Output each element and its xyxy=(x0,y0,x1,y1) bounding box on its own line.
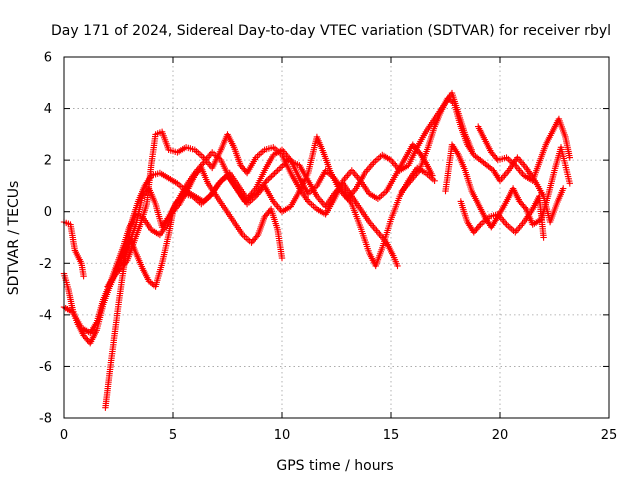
data-series-track-5 xyxy=(104,128,436,290)
data-series-track-10 xyxy=(475,115,573,184)
x-tick-label: 25 xyxy=(601,428,618,443)
data-markers xyxy=(104,128,436,290)
grid-lines xyxy=(64,57,609,418)
x-tick-label: 15 xyxy=(383,428,400,443)
data-points xyxy=(60,89,573,411)
x-tick-label: 20 xyxy=(492,428,509,443)
x-tick-label: 5 xyxy=(169,428,177,443)
axis-ticks: 0 5 10 15 20 25 -8 -6 -4 -2 0 2 4 6 xyxy=(39,51,617,444)
plot-frame xyxy=(63,56,610,419)
y-tick-label: -4 xyxy=(39,308,52,323)
y-tick-label: -8 xyxy=(39,412,52,427)
y-tick-label: 6 xyxy=(44,51,52,66)
y-tick-label: 0 xyxy=(44,205,52,220)
data-markers xyxy=(457,193,547,241)
data-markers xyxy=(60,218,87,280)
data-series-track-1 xyxy=(60,218,87,280)
y-tick-label: -6 xyxy=(39,360,52,375)
y-tick-label: 2 xyxy=(44,154,52,169)
y-tick-label: 4 xyxy=(44,102,52,117)
x-tick-label: 0 xyxy=(60,428,68,443)
y-tick-label: -2 xyxy=(39,257,52,272)
data-series-track-9 xyxy=(457,193,547,241)
data-markers xyxy=(475,115,573,184)
chart-title: Day 171 of 2024, Sidereal Day-to-day VTE… xyxy=(51,23,611,39)
y-axis-label: SDTVAR / TECUs xyxy=(6,181,22,296)
x-axis-label: GPS time / hours xyxy=(276,458,393,474)
x-tick-label: 10 xyxy=(274,428,291,443)
